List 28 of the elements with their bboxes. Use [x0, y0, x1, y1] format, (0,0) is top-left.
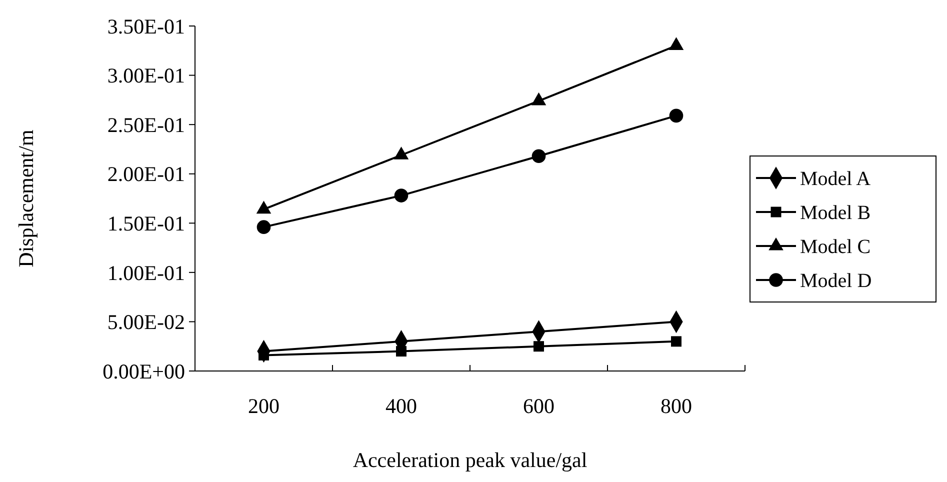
y-tick-label: 3.50E-01	[107, 14, 185, 38]
point	[394, 188, 408, 202]
point	[671, 336, 682, 347]
x-tick-label: 600	[523, 394, 554, 418]
y-axis-title: Displacement/m	[14, 130, 38, 268]
x-tick-label: 200	[248, 394, 280, 418]
y-tick-label: 3.00E-01	[107, 64, 185, 88]
point	[668, 37, 684, 50]
y-tick-label: 1.00E-01	[107, 260, 185, 285]
y-tick-label: 1.50E-01	[107, 211, 185, 236]
point	[256, 200, 272, 214]
point	[531, 92, 546, 106]
point	[532, 149, 546, 164]
legend-label: Model D	[800, 270, 872, 292]
legend-label: Model C	[800, 236, 871, 258]
point	[534, 341, 544, 352]
x-axis-title: Acceleration peak value/gal	[352, 448, 588, 472]
legend-label: Model B	[800, 202, 871, 224]
y-tick-label: 2.00E-01	[107, 162, 185, 186]
point	[396, 346, 406, 357]
legend-label: Model A	[800, 168, 872, 190]
x-tick-label: 400	[386, 394, 417, 418]
point	[394, 146, 409, 160]
x-tick-label: 800	[660, 394, 692, 418]
point	[256, 220, 271, 234]
y-tick-label: 5.00E-02	[107, 310, 185, 334]
y-tick-label: 0.00E+00	[102, 359, 185, 384]
y-tick-label: 2.50E-01	[107, 112, 185, 137]
